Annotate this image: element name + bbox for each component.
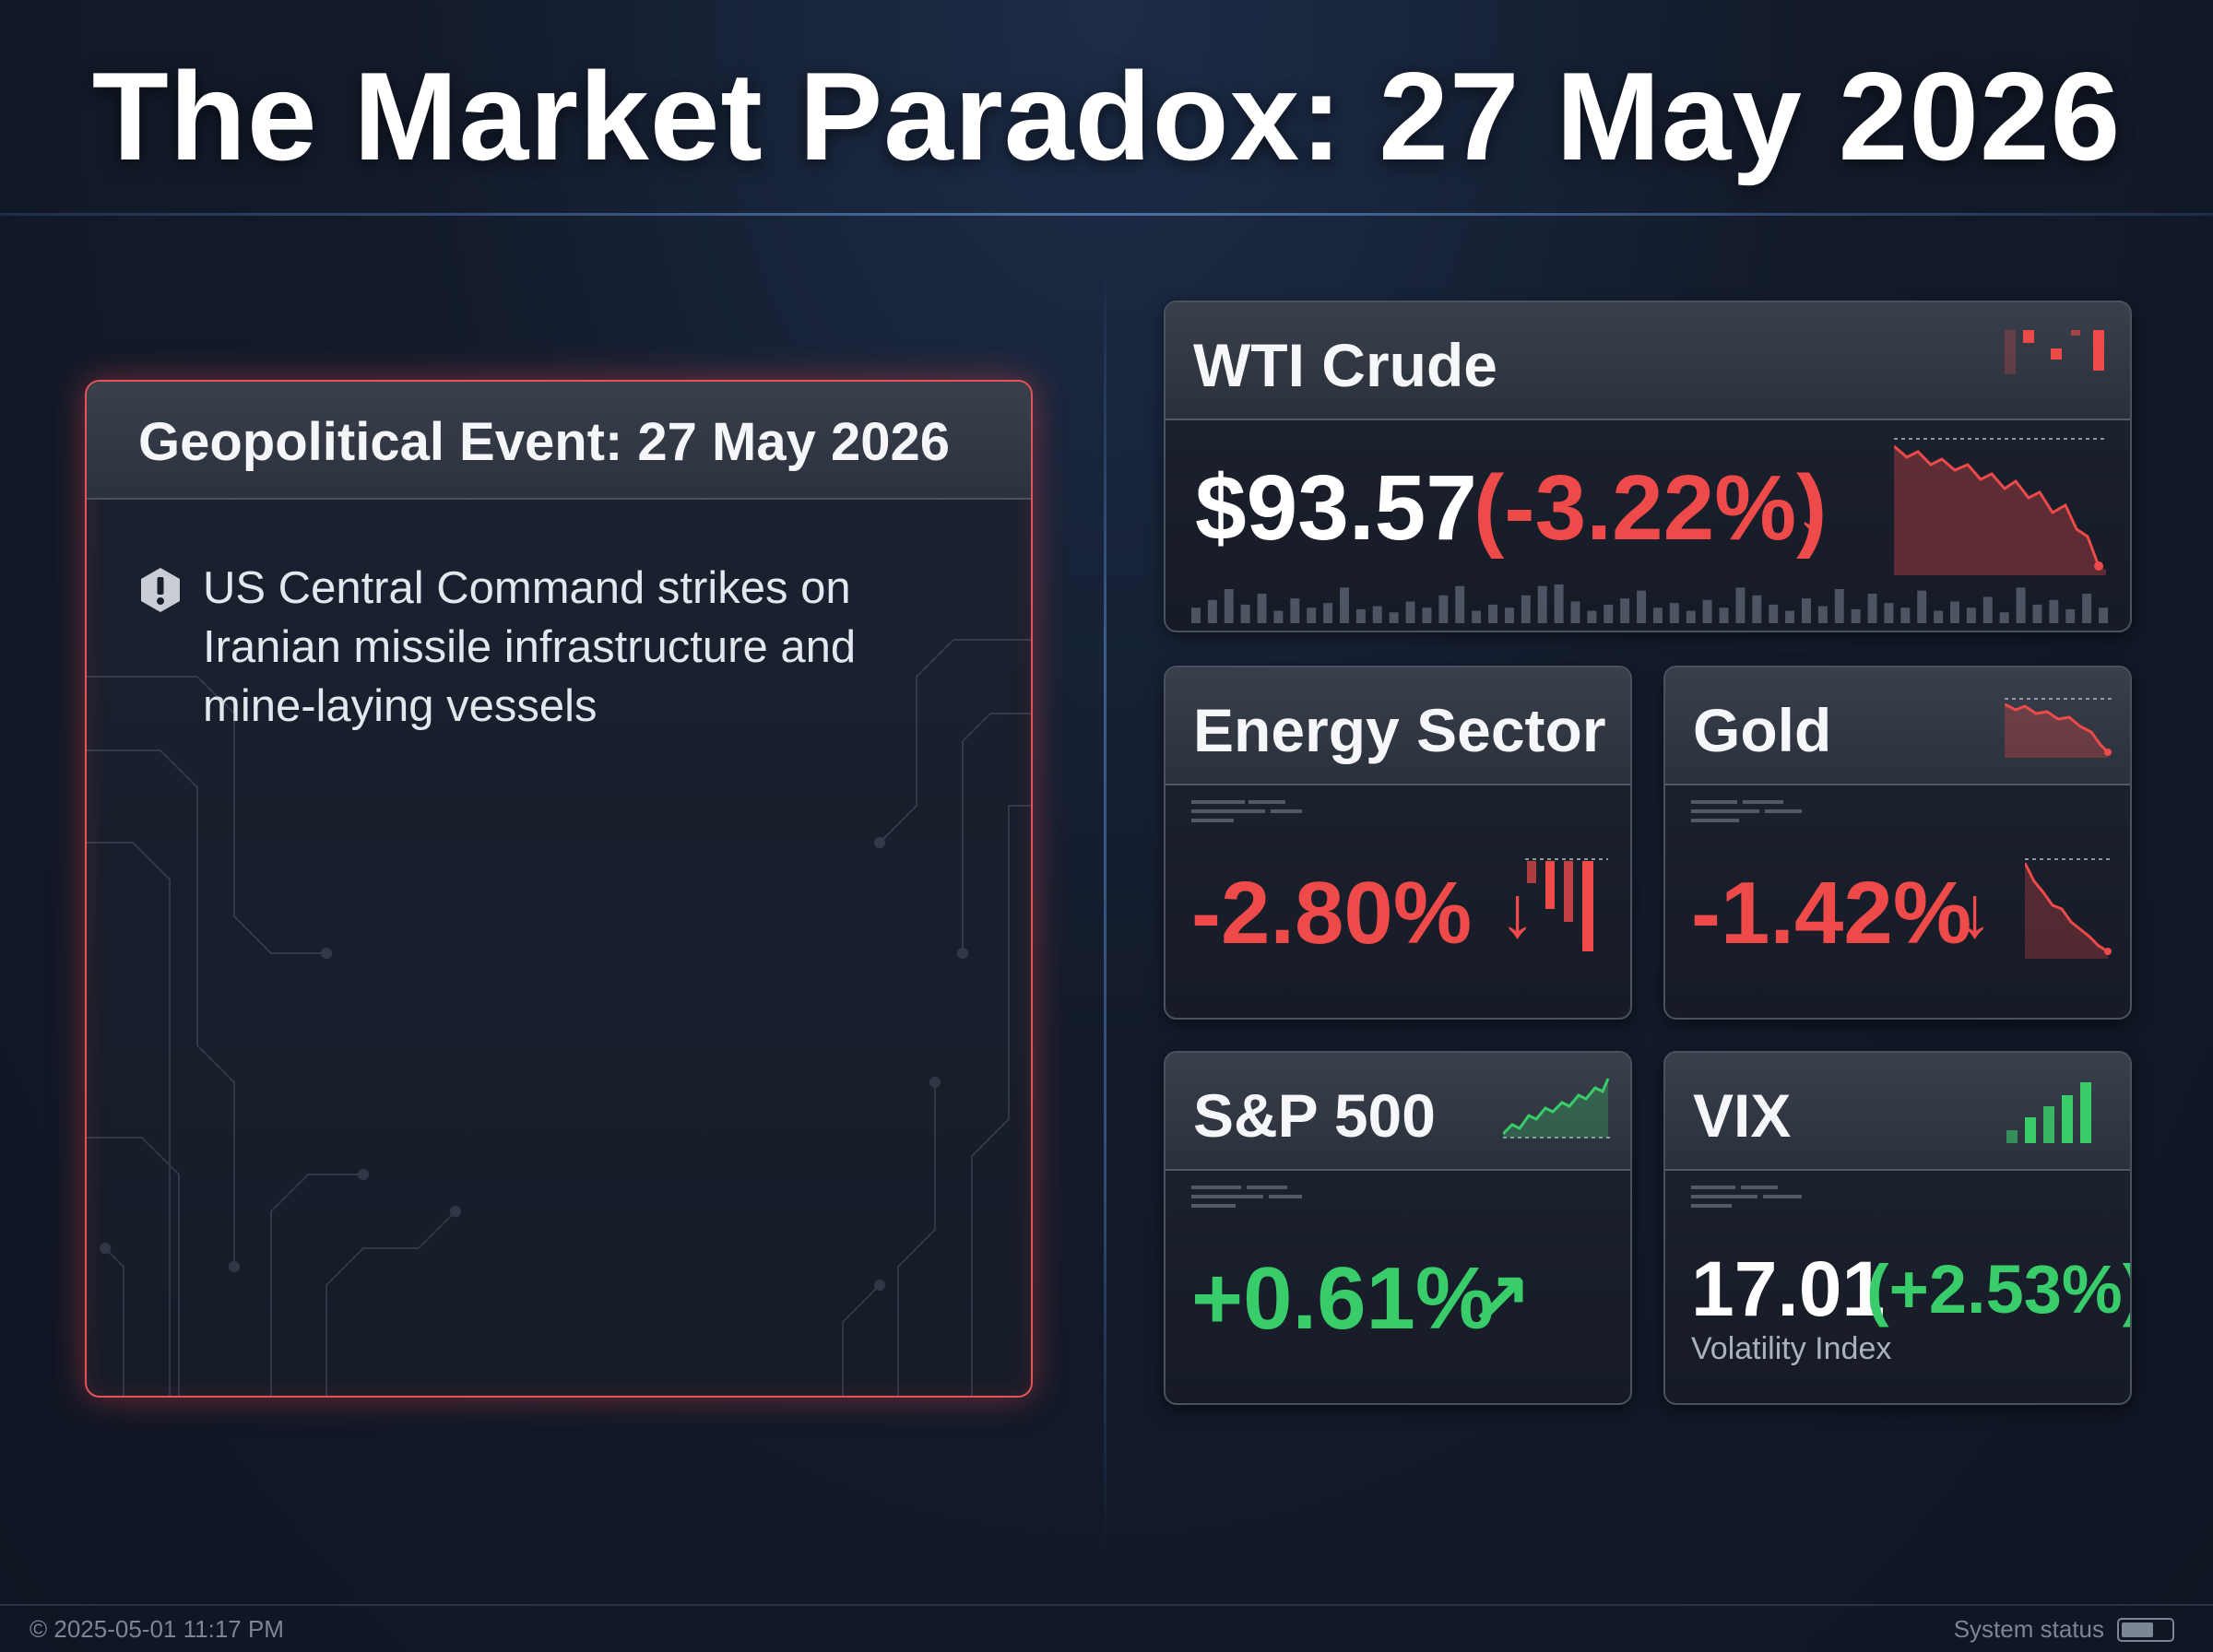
card-gold[interactable]: Gold -1.42% ↓ [1663, 666, 2132, 1020]
alert-icon [141, 568, 180, 612]
ticker-lines [1691, 1186, 1802, 1208]
card-title: WTI Crude [1193, 331, 1497, 399]
card-header: WTI Crude [1166, 302, 2130, 420]
sp500-change: +0.61% [1191, 1249, 1495, 1348]
sparkline-down-icon [2005, 698, 2112, 758]
sparkline-up-icon [1503, 1078, 1610, 1139]
status-bar: © 2025-05-01 11:17 PM System status [0, 1604, 2213, 1652]
energy-change: -2.80% [1191, 864, 1473, 962]
card-title: Gold [1693, 696, 1832, 764]
bars-down-icon [2005, 330, 2104, 374]
gold-change: -1.42% [1691, 864, 1972, 962]
bars-down-icon [1525, 858, 1608, 951]
event-item: US Central Command strikes on Iranian mi… [87, 500, 1031, 736]
wti-price: $93.57 [1195, 456, 1477, 560]
event-title: Geopolitical Event: 27 May 2026 [138, 412, 951, 472]
up-right-arrow-icon: ↗ [1470, 1256, 1533, 1338]
card-header: S&P 500 [1166, 1053, 1630, 1171]
vix-label: Volatility Index [1691, 1331, 1892, 1366]
vix-value: 17.01 [1691, 1245, 1886, 1332]
event-description: US Central Command strikes on Iranian mi… [203, 563, 857, 731]
event-header: Geopolitical Event: 27 May 2026 [87, 382, 1031, 500]
ticker-lines [1191, 800, 1302, 822]
event-panel: Geopolitical Event: 27 May 2026 US Centr… [85, 380, 1033, 1398]
battery-icon [2117, 1618, 2174, 1642]
down-arrow-icon: ↓ [1957, 871, 1993, 952]
vertical-divider [1104, 258, 1106, 1558]
card-wti-crude[interactable]: WTI Crude $93.57 (-3.22%) ↓ [1164, 301, 2132, 632]
vix-change: (+2.53%) [1866, 1251, 2132, 1328]
card-title: S&P 500 [1193, 1081, 1436, 1150]
page-title: The Market Paradox: 27 May 2026 [91, 46, 2122, 186]
title-divider [0, 213, 2213, 216]
card-header: Gold [1665, 667, 2130, 785]
sparkline-down-icon [1894, 438, 2106, 575]
bars-up-icon [2006, 1082, 2091, 1143]
footer-timestamp: © 2025-05-01 11:17 PM [30, 1615, 284, 1643]
card-energy-sector[interactable]: Energy Sector -2.80% ↓ [1164, 666, 1632, 1020]
ticker-lines [1691, 800, 1802, 822]
system-status-label: System status [1953, 1615, 2104, 1643]
ticker-lines [1191, 1186, 1302, 1208]
volume-bars [1191, 584, 2108, 623]
card-header: Energy Sector [1166, 667, 1630, 785]
card-title: Energy Sector [1193, 696, 1606, 764]
card-header: VIX [1665, 1053, 2130, 1171]
down-arrow-icon: ↓ [1499, 871, 1535, 952]
card-title: VIX [1693, 1081, 1792, 1150]
down-arrow-icon: ↓ [1794, 466, 1831, 548]
sparkline-down-icon [2025, 858, 2113, 959]
card-sp500[interactable]: S&P 500 +0.61% ↗ [1164, 1051, 1632, 1405]
card-vix[interactable]: VIX 17.01 (+2.53%) Volatility Index [1663, 1051, 2132, 1405]
wti-change: (-3.22%) [1473, 456, 1828, 560]
circuit-pattern [87, 639, 1031, 1396]
